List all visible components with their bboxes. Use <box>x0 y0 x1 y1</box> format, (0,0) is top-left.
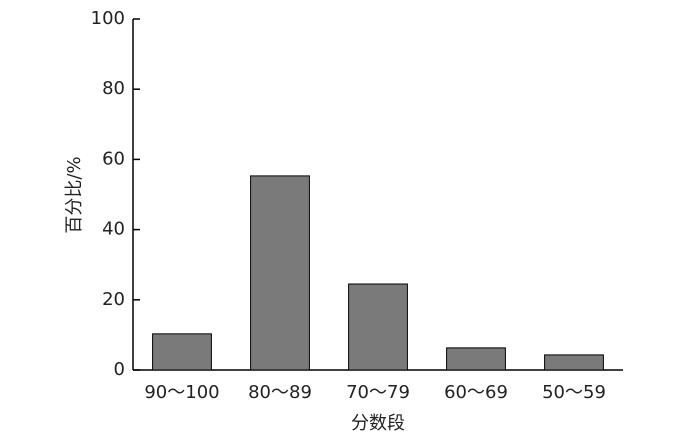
y-tick-label: 60 <box>102 148 125 169</box>
bar <box>250 175 310 371</box>
x-tick-label: 80～89 <box>248 382 312 403</box>
bar <box>152 333 212 371</box>
y-axis-label: 百分比/% <box>64 156 85 233</box>
x-tick-label: 50～59 <box>542 382 606 403</box>
x-tick-label: 90～100 <box>144 382 219 403</box>
x-tick-label: 70～79 <box>346 382 410 403</box>
bar <box>348 283 408 371</box>
y-tick-label: 100 <box>91 8 125 29</box>
y-tick-label: 40 <box>102 219 125 240</box>
y-tick-label: 20 <box>102 289 125 310</box>
x-tick-label: 60～69 <box>444 382 508 403</box>
bar <box>446 347 506 371</box>
bar <box>544 354 604 371</box>
y-tick-label: 0 <box>114 359 125 380</box>
y-tick-label: 80 <box>102 78 125 99</box>
x-axis-label: 分数段 <box>351 413 405 434</box>
